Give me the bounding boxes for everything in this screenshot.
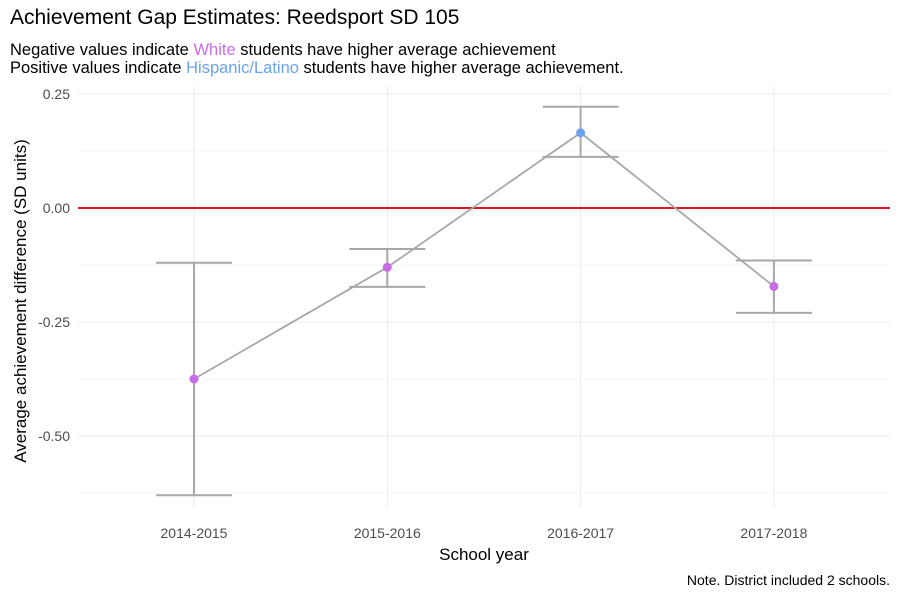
- subtitle-hispanic-label: Hispanic/Latino: [186, 59, 299, 77]
- data-point: [189, 374, 199, 384]
- y-tick-label: 0.00: [43, 200, 70, 216]
- chart-caption: Note. District included 2 schools.: [686, 572, 890, 588]
- y-tick-label: 0.25: [43, 86, 70, 102]
- x-tick-label: 2017-2018: [740, 525, 807, 541]
- subtitle-line-1-post: students have higher average achievement: [235, 41, 556, 59]
- grid-lines: [78, 86, 890, 508]
- x-axis-title: School year: [439, 545, 529, 564]
- x-tick-label: 2016-2017: [547, 525, 614, 541]
- x-tick-label: 2014-2015: [161, 525, 228, 541]
- y-axis-title: Average achievement difference (SD units…: [11, 139, 30, 463]
- x-tick-label: 2015-2016: [354, 525, 421, 541]
- chart-title: Achievement Gap Estimates: Reedsport SD …: [10, 6, 460, 29]
- data-point: [382, 262, 392, 272]
- subtitle-line-2-pre: Positive values indicate: [10, 59, 187, 77]
- data-point: [576, 128, 586, 138]
- data-point: [769, 281, 779, 291]
- series-line: [193, 131, 775, 380]
- y-tick-label: -0.25: [38, 314, 70, 330]
- subtitle-line-1-pre: Negative values indicate: [10, 41, 194, 59]
- y-tick-label: -0.50: [38, 428, 70, 444]
- subtitle-line-2-post: students have higher average achievement…: [298, 59, 624, 77]
- subtitle-white-label: White: [193, 41, 236, 59]
- subtitle-line-1: Negative values indicate White students …: [10, 41, 556, 59]
- subtitle-line-2: Positive values indicate Hispanic/Latino…: [10, 59, 624, 77]
